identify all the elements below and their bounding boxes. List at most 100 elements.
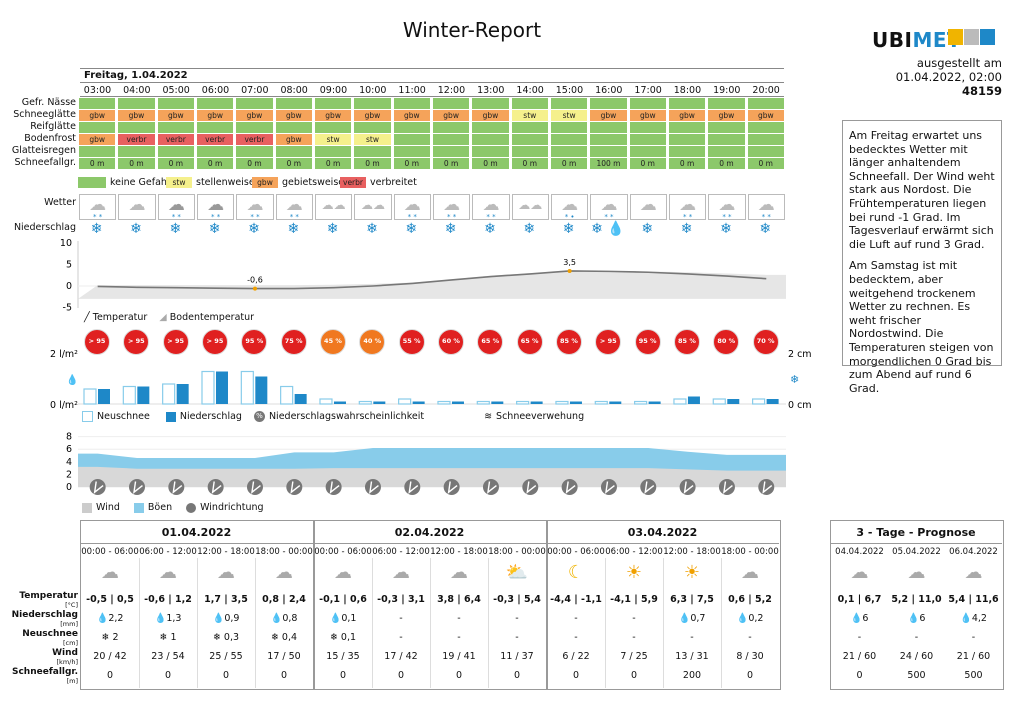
risk-cell: verbr — [118, 134, 155, 145]
snowflake-icon: ❄ — [208, 221, 221, 237]
wind-direction-legend: Windrichtung — [200, 502, 264, 513]
legend-text: gebietsweise — [282, 177, 345, 188]
divider — [546, 543, 779, 544]
hour-label: 20:00 — [752, 85, 780, 96]
text-paragraph-2: Am Samstag ist mit bedecktem, aber weitg… — [849, 259, 994, 395]
risk-cell: 0 m — [196, 158, 234, 169]
risk-cell: gbw — [472, 110, 509, 121]
probability-badge: 45 % — [319, 329, 346, 355]
new-snow-bar — [437, 400, 451, 405]
wind-ytick: 4 — [66, 457, 72, 468]
snowflake-dots: * * — [171, 213, 181, 221]
drift-icon: ≋ — [484, 411, 493, 422]
risk-cell — [668, 122, 706, 133]
snow-heavy-icon: ☁ * * — [196, 194, 235, 221]
temp-min-label: -0,6 — [247, 276, 263, 285]
forecast-snowline: 0 — [164, 670, 172, 681]
snowflake-icon: ❄ — [326, 221, 339, 237]
risk-cell: gbw — [157, 110, 194, 121]
wind-direction-arrow — [600, 479, 617, 495]
precipitation-chart: 2 l/m² 0 l/m² 2 cm 0 cm 💧 ❄ — [50, 349, 812, 411]
temp-ytick: 5 — [66, 260, 72, 271]
cloud-rain-icon: ☁ — [964, 562, 983, 583]
hour-label: 08:00 — [280, 85, 308, 96]
risk-cell: verbr — [236, 134, 273, 145]
snowflake-dots: * * — [211, 213, 221, 221]
new-snow-bar — [201, 370, 215, 405]
forecast-temp: -4,1 | 5,9 — [610, 594, 658, 605]
wind-direction-arrow — [364, 479, 381, 495]
risk-cell: 0 m — [275, 158, 312, 169]
hour-header: 03:00 04:00 05:00 06:00 07:00 08:00 09:00 10:00… — [78, 85, 786, 97]
risk-cell — [118, 146, 155, 157]
rain-shower-icon: ☁ — [741, 562, 759, 583]
probability-badge: 80 % — [713, 329, 740, 355]
forecast-row-name: Niederschlag — [11, 610, 78, 620]
forecast-period: 18:00 - 00:00 — [488, 547, 546, 557]
three-day-precip: 💧6 — [907, 613, 926, 624]
forecast-period: 18:00 - 00:00 — [255, 547, 313, 557]
legend-text: verbreitet — [370, 177, 417, 188]
cloud-icon: ☁ — [629, 194, 667, 220]
report-title: Winter-Report — [402, 18, 542, 42]
forecast-wind: 11 / 37 — [500, 651, 534, 662]
wind-direction-arrow — [404, 479, 421, 495]
forecast-row-label: Niederschlag [mm] — [0, 611, 78, 629]
risk-row-label: Bodenfrost — [24, 133, 76, 144]
risk-cell — [236, 122, 273, 133]
column-divider — [372, 558, 373, 688]
forecast-snowline: 0 — [572, 670, 580, 681]
risk-cell — [275, 98, 312, 109]
temp-ytick: 0 — [66, 281, 72, 292]
risk-row-label: Schneefallgr. — [14, 157, 76, 168]
three-day-date: 05.04.2022 — [892, 547, 941, 557]
divider — [830, 543, 1002, 544]
risk-cell — [629, 134, 666, 145]
divider — [80, 543, 313, 544]
risk-cell: 0 m — [79, 158, 116, 169]
forecast-wind: 17 / 50 — [267, 651, 301, 662]
hour-label: 12:00 — [437, 85, 466, 96]
snowflake-dots: * * — [682, 213, 693, 221]
risk-cell — [432, 146, 470, 157]
new-snow-bar — [516, 400, 530, 405]
logo-weather-icons — [948, 29, 995, 45]
risk-cell — [196, 98, 234, 109]
temperature-line-icon: ╱ — [84, 312, 90, 323]
legend-swatch: gbw — [252, 177, 278, 188]
risk-cell: 0 m — [550, 158, 588, 169]
hour-label: 17:00 — [634, 85, 662, 96]
risk-cell — [668, 134, 706, 145]
wind-direction-arrow — [246, 479, 263, 495]
risk-cell: 0 m — [747, 158, 784, 169]
drop-axis-icon: 💧 — [66, 373, 78, 386]
legend-swatch — [78, 177, 106, 188]
precip-bar — [412, 401, 425, 404]
probability-badge: > 95 % — [201, 329, 228, 368]
snowflake-dots: * * — [250, 213, 260, 221]
three-day-snowline: 0 — [856, 670, 863, 681]
forecast-snow: - — [457, 632, 461, 643]
partly-cloudy-icon: ⛅ — [505, 562, 529, 583]
issued-number: 48159 — [961, 84, 1002, 98]
forecast-precip: 💧0,8 — [270, 613, 298, 624]
forecast-temp: 6,3 | 7,5 — [670, 594, 714, 605]
clouds-icon: ☁☁ — [354, 194, 392, 220]
precip-bar — [766, 399, 779, 404]
forecast-precip: - — [632, 613, 636, 624]
forecast-snowline: 200 — [682, 670, 702, 681]
hour-label: 19:00 — [713, 85, 741, 96]
probability-badge: 95 % — [241, 329, 268, 355]
new-snow-bar — [122, 385, 136, 405]
forecast-precip: - — [574, 613, 578, 624]
precip-bar — [373, 401, 386, 404]
risk-cell — [314, 98, 352, 109]
risk-cell — [314, 146, 352, 157]
date-label: Freitag, 1.04.2022 — [84, 70, 188, 81]
snowflake-axis-icon: ❄ — [790, 373, 799, 386]
wind-legend-label: Wind — [96, 502, 120, 513]
forecast-snowline: 0 — [630, 670, 638, 681]
forecast-row-name: Wind — [52, 648, 78, 658]
snow-heavy-icon: ☁ * * — [157, 194, 195, 221]
risk-cell — [354, 146, 391, 157]
